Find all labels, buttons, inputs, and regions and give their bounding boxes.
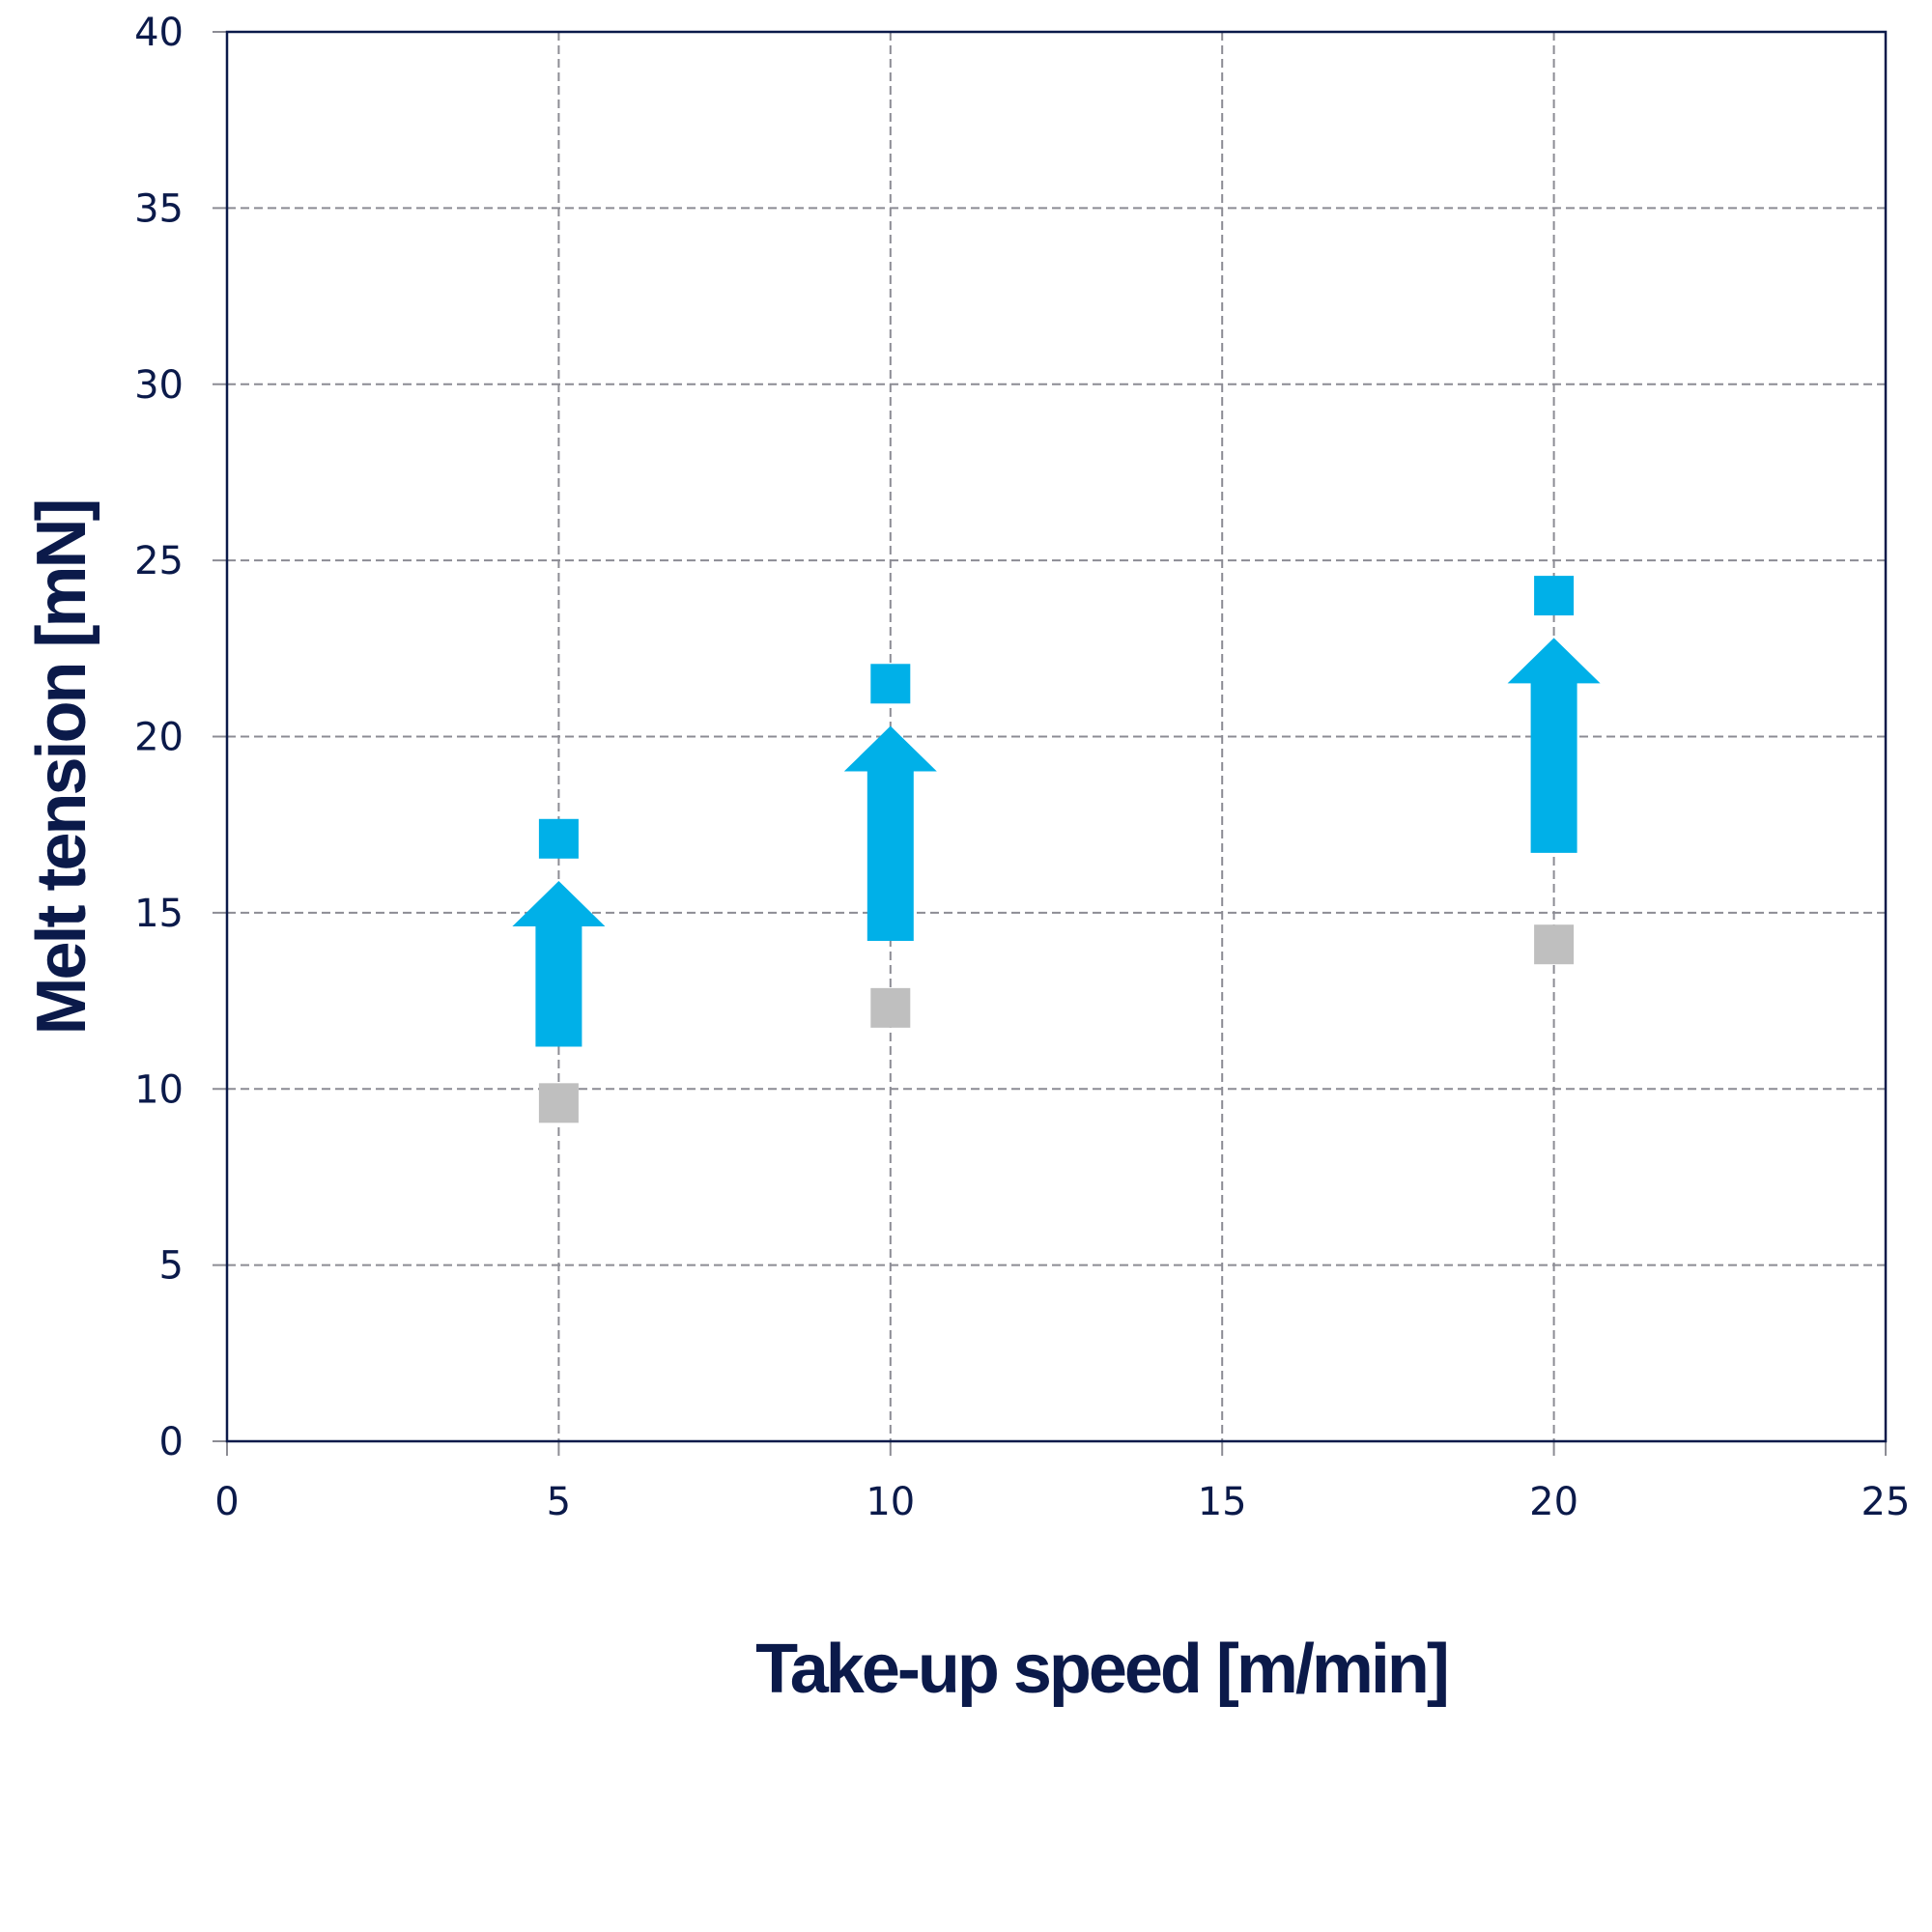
data-point-before [1534,924,1575,965]
up-arrow-icon [1507,638,1601,853]
x-tick-label: 15 [1198,1480,1247,1524]
plot-frame [225,30,1888,1443]
y-tick-label: 10 [134,1067,184,1112]
data-point-before [538,1083,579,1123]
y-tick-label: 35 [134,186,184,231]
x-tick-label: 10 [866,1480,915,1524]
gridlines [227,32,1886,1441]
data-points [538,576,1575,1123]
x-axis-title: Take-up speed [m/min] [755,1631,1447,1708]
data-point-after [1534,576,1575,616]
x-tick-labels: 0 5 10 15 20 25 [214,1480,1910,1524]
y-tick-label: 0 [159,1420,184,1464]
x-tick-label: 5 [547,1480,571,1524]
y-tick-label: 5 [159,1244,184,1289]
x-tick-label: 25 [1861,1480,1911,1524]
x-tick-label: 20 [1529,1480,1578,1524]
y-tick-label: 30 [134,363,184,408]
y-axis-title: Melt tension [mN] [23,501,100,1036]
y-tick-labels: 0 5 10 15 20 25 30 35 40 [134,11,184,1464]
axes [213,30,1888,1456]
y-tick-label: 25 [134,539,184,583]
y-tick-label: 20 [134,716,184,760]
data-point-after [870,664,911,704]
y-tick-label: 40 [134,11,184,55]
y-tick-label: 15 [134,892,184,936]
increase-arrows [512,638,1601,1047]
up-arrow-icon [843,725,937,942]
up-arrow-icon [512,881,606,1047]
x-tick-label: 0 [214,1480,239,1524]
data-point-after [538,818,579,859]
data-point-before [870,987,911,1028]
